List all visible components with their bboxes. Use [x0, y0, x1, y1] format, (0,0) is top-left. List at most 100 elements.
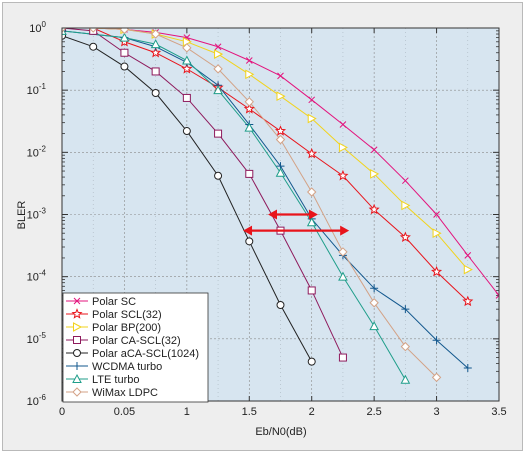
legend-marker [73, 349, 81, 357]
annotation-arrows [243, 209, 350, 236]
data-point-polar-aca-scl-1024 [89, 42, 98, 51]
data-point-polar-sc [464, 252, 472, 259]
legend-item-wcdma-turbo: WCDMA turbo [66, 361, 162, 373]
legend-item-lte-turbo: LTE turbo [66, 373, 140, 386]
data-point-lte-turbo [182, 55, 192, 65]
x-tick-label: 0 [59, 406, 65, 418]
data-point-polar-bp-200 [401, 200, 411, 211]
data-point-polar-sc [308, 96, 316, 104]
double-arrow [243, 225, 350, 236]
data-point-polar-sc [433, 211, 440, 218]
data-point-lte-turbo [275, 167, 286, 177]
data-point-wimax-ldpc [244, 97, 254, 107]
legend-label: Polar CA-SCL(32) [92, 335, 181, 347]
data-point-wcdma-turbo [401, 305, 410, 314]
data-point-polar-scl-32 [337, 169, 349, 181]
data-point-polar-scl-32 [181, 63, 193, 74]
legend-label: Polar aCA-SCL(1024) [92, 348, 199, 360]
y-tick-label: 10-4 [27, 269, 47, 284]
data-point-polar-scl-32 [306, 147, 318, 159]
data-point-polar-sc [245, 57, 253, 64]
legend-label: Polar SC [92, 296, 136, 308]
data-point-polar-bp-200 [307, 113, 317, 124]
legend-label: WiMax LDPC [92, 387, 158, 399]
legend-label: Polar SCL(32) [92, 309, 162, 321]
plot-border [61, 27, 500, 402]
data-point-wimax-ldpc [400, 341, 411, 352]
data-point-lte-turbo [150, 39, 161, 49]
legend-item-polar-ca-scl-32: Polar CA-SCL(32) [66, 335, 181, 347]
data-point-polar-sc [277, 72, 284, 80]
legend-marker [73, 336, 81, 344]
x-tick-label: 1.5 [242, 406, 257, 418]
data-point-polar-sc [402, 177, 409, 185]
data-point-lte-turbo [244, 122, 255, 132]
y-tick-label: 10-6 [27, 393, 47, 408]
legend-marker [73, 297, 81, 305]
data-point-wimax-ldpc [182, 43, 192, 53]
legend-item-polar-sc: Polar SC [66, 296, 136, 308]
data-point-wimax-ldpc [150, 29, 161, 39]
legend-label: WCDMA turbo [92, 361, 162, 373]
data-point-polar-ca-scl-32 [214, 129, 223, 138]
legend-label: LTE turbo [92, 374, 140, 386]
data-point-wcdma-turbo [463, 363, 472, 372]
data-point-lte-turbo [338, 271, 348, 281]
data-point-polar-scl-32 [431, 265, 443, 277]
data-point-wimax-ldpc [338, 247, 348, 257]
data-point-polar-scl-32 [274, 125, 287, 136]
data-point-polar-sc [214, 43, 222, 51]
data-point-polar-scl-32 [462, 295, 474, 307]
legend-marker [72, 387, 82, 397]
data-point-wcdma-turbo [370, 284, 379, 293]
legend-marker [71, 308, 83, 319]
series-markers-polar-aca-scl-1024 [62, 31, 316, 366]
data-point-polar-bp-200 [214, 49, 224, 59]
data-point-polar-ca-scl-32 [307, 286, 316, 295]
data-point-polar-ca-scl-32 [338, 353, 347, 362]
data-point-polar-scl-32 [399, 231, 411, 243]
data-point-lte-turbo [369, 321, 379, 331]
data-point-wimax-ldpc [62, 28, 67, 33]
data-point-wimax-ldpc [431, 372, 442, 383]
data-point-polar-aca-scl-1024 [276, 301, 285, 310]
x-tick-label: 2 [309, 406, 315, 418]
data-point-lte-turbo [306, 217, 317, 227]
data-point-lte-turbo [213, 85, 223, 95]
data-point-polar-scl-32 [243, 103, 255, 114]
data-point-polar-ca-scl-32 [151, 67, 160, 76]
data-point-polar-aca-scl-1024 [214, 171, 223, 180]
series-line-polar-ca-scl-32 [62, 28, 344, 358]
x-tick-label: 3 [434, 406, 440, 418]
x-tick-label: 0.05 [114, 406, 135, 418]
data-point-polar-bp-200 [245, 69, 255, 80]
data-point-polar-aca-scl-1024 [182, 127, 191, 136]
series-markers [62, 28, 499, 384]
x-tick-label: 3.5 [491, 406, 506, 418]
y-tick-label: 10-1 [27, 82, 47, 97]
data-point-polar-ca-scl-32 [245, 169, 254, 178]
double-arrow [268, 209, 318, 220]
legend-box [62, 292, 209, 403]
data-point-wimax-ldpc [213, 64, 223, 74]
y-tick-label: 10-5 [27, 331, 47, 346]
data-point-polar-sc [339, 121, 347, 128]
data-point-polar-aca-scl-1024 [120, 62, 129, 71]
data-point-wimax-ldpc [88, 28, 98, 33]
y-tick-label: 10-3 [27, 207, 47, 222]
data-point-wimax-ldpc [275, 134, 286, 145]
data-point-polar-bp-200 [276, 91, 286, 102]
data-point-polar-aca-scl-1024 [151, 89, 160, 98]
data-point-lte-turbo [400, 374, 411, 384]
data-point-polar-sc [495, 292, 499, 299]
legend-item-polar-scl-32: Polar SCL(32) [66, 308, 162, 321]
y-tick-label: 100 [29, 20, 46, 35]
x-tick-label: 2.5 [366, 406, 381, 418]
data-point-lte-turbo [119, 32, 130, 42]
data-point-wimax-ldpc [369, 298, 379, 308]
data-point-wimax-ldpc [307, 187, 317, 197]
data-point-wcdma-turbo [432, 336, 441, 345]
data-point-polar-scl-32 [150, 46, 162, 58]
